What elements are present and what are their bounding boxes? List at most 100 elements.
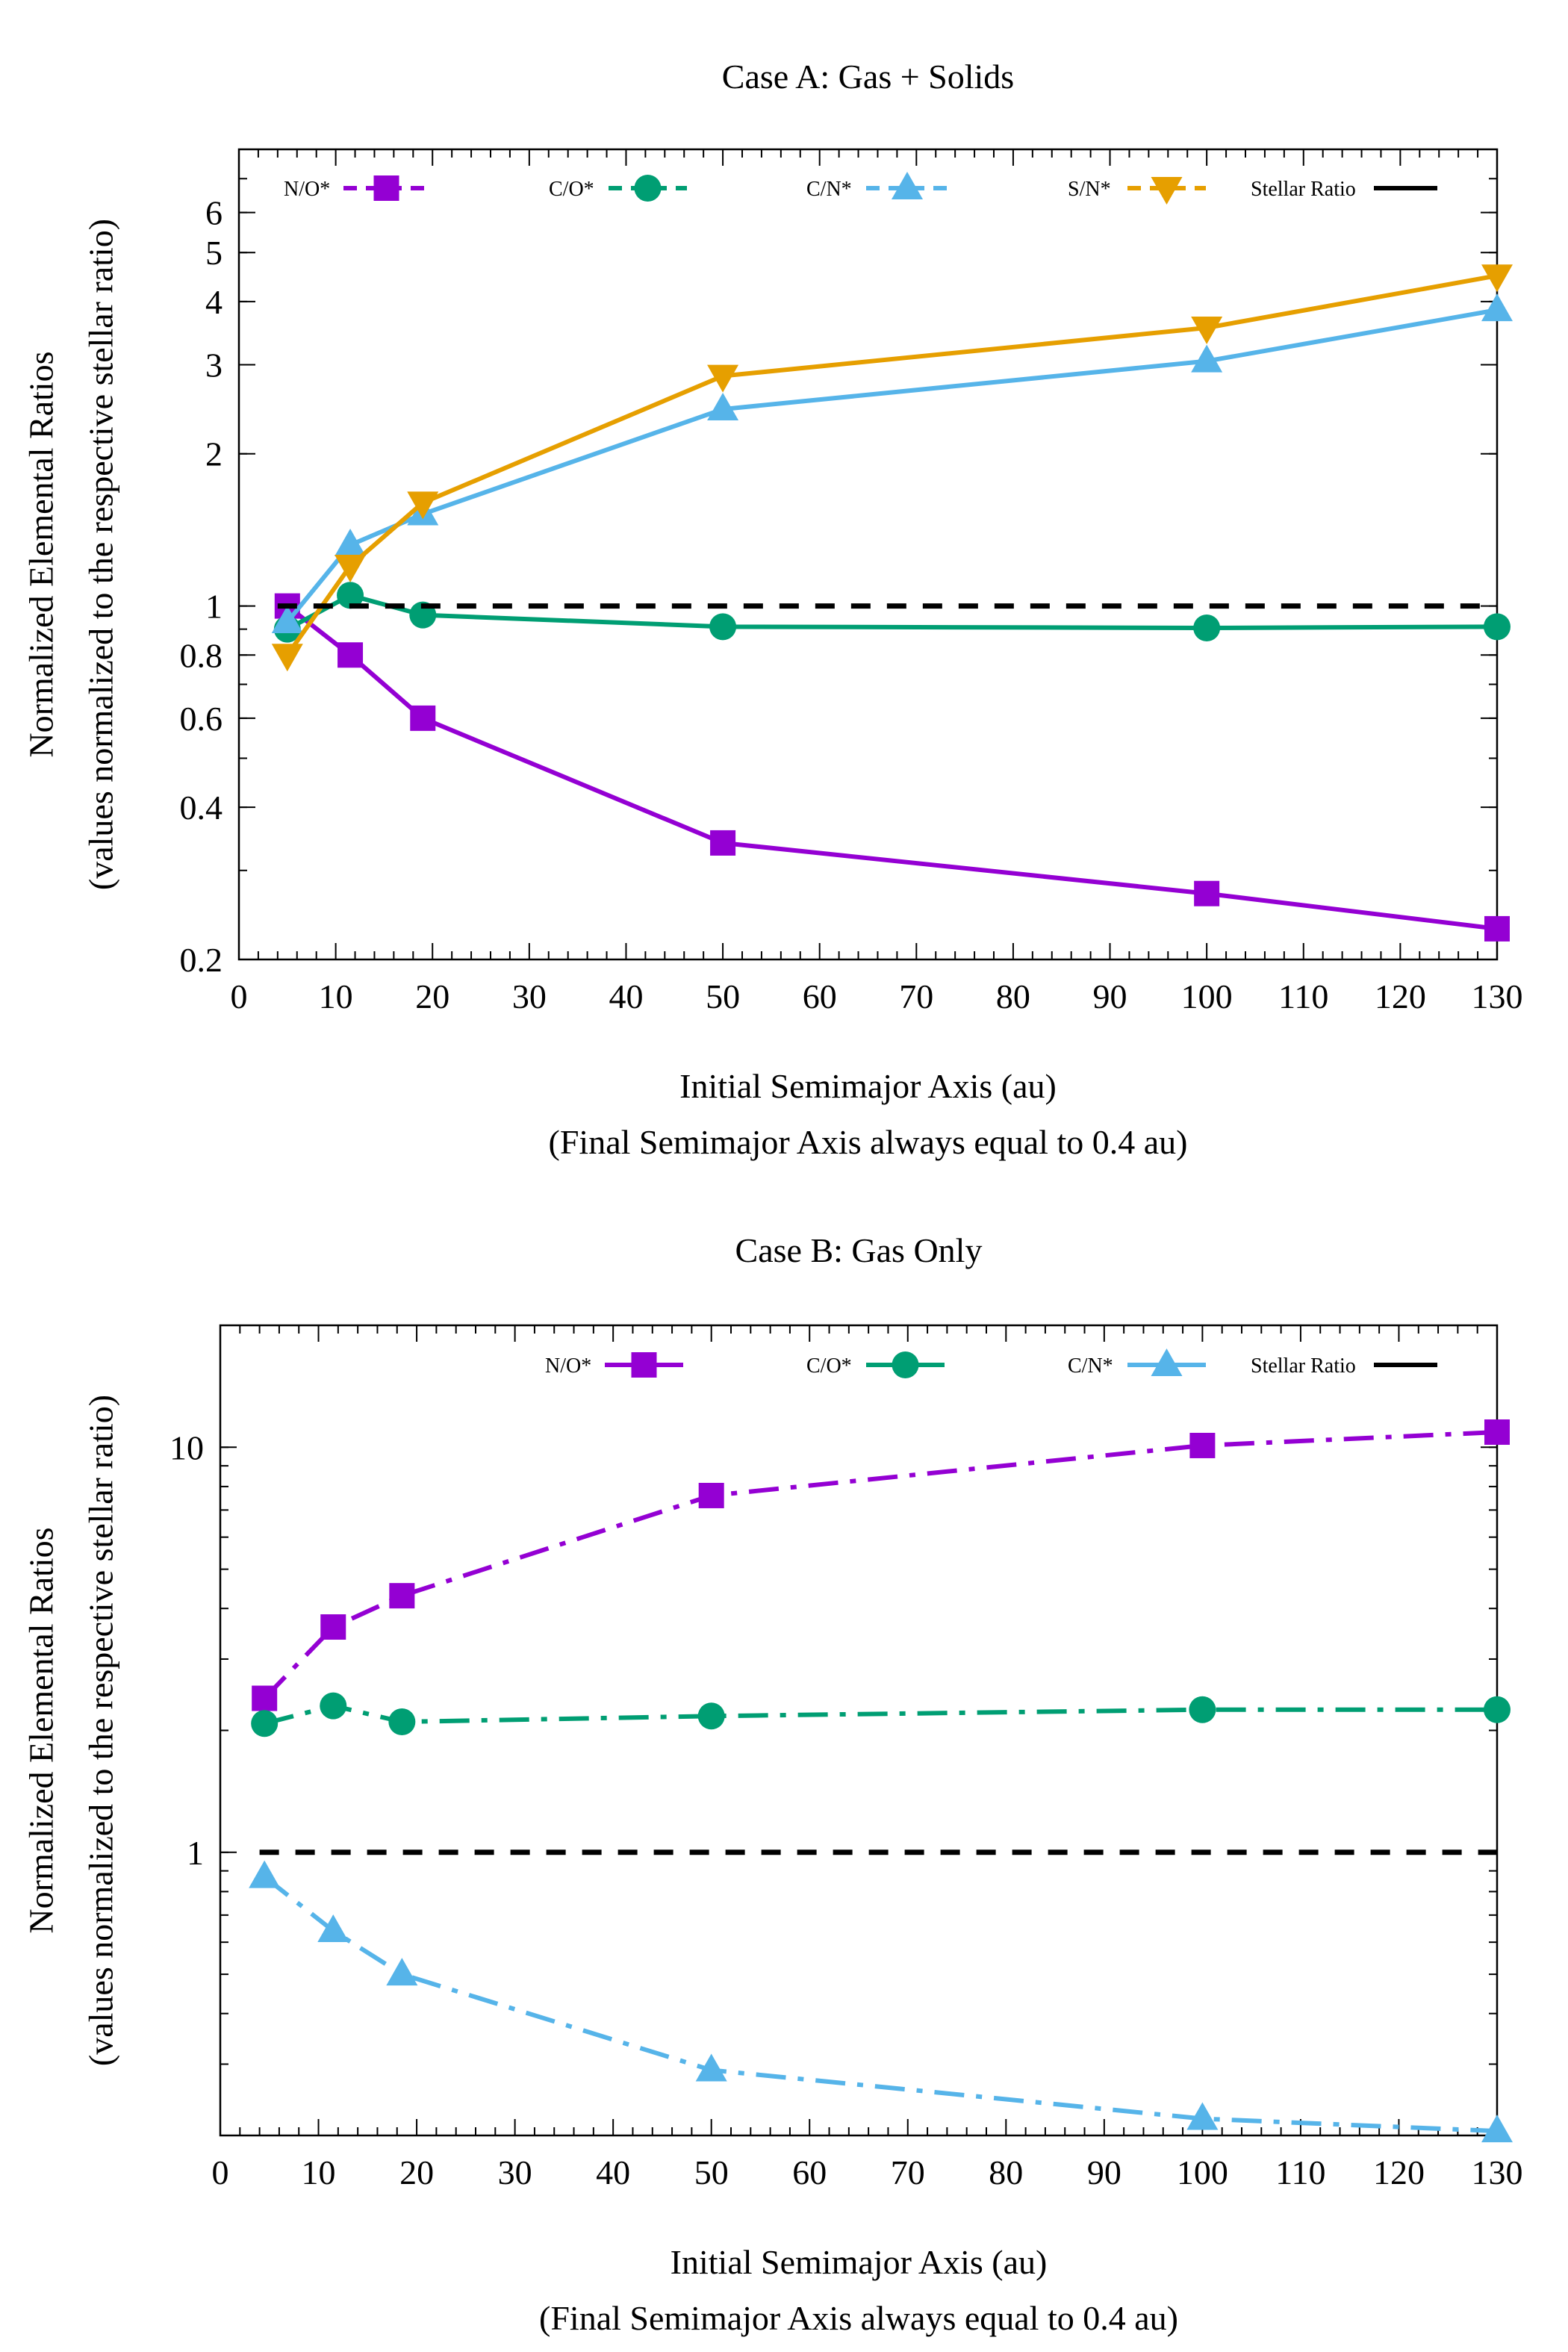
legend-label: S/N* (1068, 178, 1111, 201)
y-tick-label: 5 (205, 234, 223, 272)
x-tick-label: 70 (899, 977, 933, 1015)
y-tick-label: 2 (205, 435, 223, 473)
legend-entry: C/O* (549, 175, 687, 202)
data-point (1193, 614, 1221, 641)
series-line (285, 273, 1498, 656)
legend-entry: C/O* (806, 1351, 945, 1378)
data-point (271, 605, 303, 633)
x-tick-label: 90 (1093, 977, 1127, 1015)
x-tick-label: 100 (1177, 2153, 1228, 2191)
series-line (285, 308, 1498, 623)
legend-label: C/O* (549, 178, 594, 201)
x-tick-label: 50 (706, 977, 740, 1015)
legend-label: N/O* (284, 178, 330, 201)
x-tick-label: 50 (694, 2153, 729, 2191)
data-point (1481, 293, 1513, 322)
legend-label: C/O* (806, 1354, 852, 1378)
x-tick-label: 40 (596, 2153, 630, 2191)
legend-entry: Stellar Ratio (1251, 178, 1437, 201)
series-no (252, 1419, 1510, 1711)
data-point (410, 705, 436, 731)
chart-title: Case A: Gas + Solids (722, 57, 1014, 96)
legend-marker (634, 175, 662, 202)
legend-marker (631, 1352, 657, 1378)
y-tick-label: 10 (169, 1428, 204, 1466)
data-point (388, 1708, 416, 1736)
data-point (698, 1482, 724, 1508)
x-tick-label: 90 (1087, 2153, 1121, 2191)
series-cn (249, 1860, 1513, 2143)
y-tick-label: 0.4 (180, 788, 223, 827)
data-point (386, 1958, 418, 1986)
data-point (697, 1702, 725, 1730)
data-point (1484, 613, 1511, 641)
x-tick-label: 10 (319, 977, 353, 1015)
x-tick-label: 70 (891, 2153, 925, 2191)
data-point (1484, 1419, 1510, 1446)
data-point (1189, 1432, 1216, 1458)
legend-label: Stellar Ratio (1251, 178, 1356, 201)
y-axis-label: Normalized Elemental Ratios (22, 351, 60, 757)
series-co (251, 1692, 1511, 1737)
y-tick-label: 6 (205, 194, 223, 232)
y-tick-label: 1 (205, 588, 223, 626)
data-point (1484, 1696, 1511, 1723)
data-point (249, 1860, 281, 1888)
legend-entry: N/O* (284, 175, 429, 201)
x-axis-sublabel: (Final Semimajor Axis always equal to 0.… (539, 2299, 1178, 2337)
y-axis-label: Normalized Elemental Ratios (22, 1527, 60, 1933)
y-tick-label: 0.2 (180, 941, 223, 979)
data-point (707, 364, 739, 393)
x-tick-label: 110 (1275, 2153, 1325, 2191)
chart-title: Case B: Gas Only (735, 1231, 983, 1269)
series-co (273, 582, 1511, 643)
x-axis-label: Initial Semimajor Axis (au) (679, 1067, 1057, 1105)
x-tick-label: 10 (302, 2153, 336, 2191)
panel-case-b: Case B: Gas Only Initial Semimajor Axis (… (22, 1231, 1523, 2337)
y-tick-label: 4 (205, 283, 223, 321)
series-line (286, 593, 1498, 632)
x-tick-label: 100 (1181, 977, 1233, 1015)
legend-marker (892, 172, 923, 199)
legend-marker (373, 175, 399, 201)
x-axis-sublabel: (Final Semimajor Axis always equal to 0.… (549, 1123, 1188, 1161)
data-point (337, 642, 364, 668)
legend-entry: C/N* (806, 172, 948, 201)
data-point (320, 1614, 346, 1640)
legend-label: C/N* (1068, 1354, 1113, 1378)
x-tick-label: 60 (792, 2153, 827, 2191)
data-point (335, 528, 367, 556)
plot-frame (237, 148, 1499, 961)
data-point (1191, 344, 1223, 373)
x-tick-label: 0 (231, 977, 248, 1015)
data-point (707, 393, 739, 421)
data-point (1194, 880, 1220, 906)
x-tick-label: 40 (609, 977, 643, 1015)
legend-marker (1151, 1348, 1183, 1376)
data-point (1484, 915, 1510, 942)
legend-label: Stellar Ratio (1251, 1354, 1356, 1378)
x-tick-label: 130 (1472, 977, 1523, 1015)
data-point (710, 830, 736, 856)
series-cn (271, 293, 1513, 633)
series-line (263, 1430, 1498, 1700)
legend-marker (892, 1351, 919, 1378)
x-tick-label: 80 (996, 977, 1030, 1015)
panel-case-a: Case A: Gas + Solids Initial Semimajor Ax… (22, 57, 1523, 1161)
x-tick-label: 0 (212, 2153, 229, 2191)
legend-entry: N/O* (545, 1352, 683, 1378)
x-tick-label: 60 (803, 977, 837, 1015)
x-tick-label: 130 (1472, 2153, 1523, 2191)
data-point (271, 644, 303, 672)
data-point (1189, 1696, 1216, 1723)
data-point (251, 1710, 279, 1737)
y-tick-label: 0.6 (180, 700, 223, 738)
data-point (1186, 2102, 1219, 2130)
data-point (1481, 2115, 1513, 2143)
series-line (263, 1875, 1498, 2134)
series-sn (271, 264, 1513, 672)
x-tick-label: 120 (1375, 977, 1426, 1015)
x-tick-label: 80 (989, 2153, 1023, 2191)
x-tick-label: 20 (399, 2153, 434, 2191)
series-line (264, 1703, 1497, 1726)
